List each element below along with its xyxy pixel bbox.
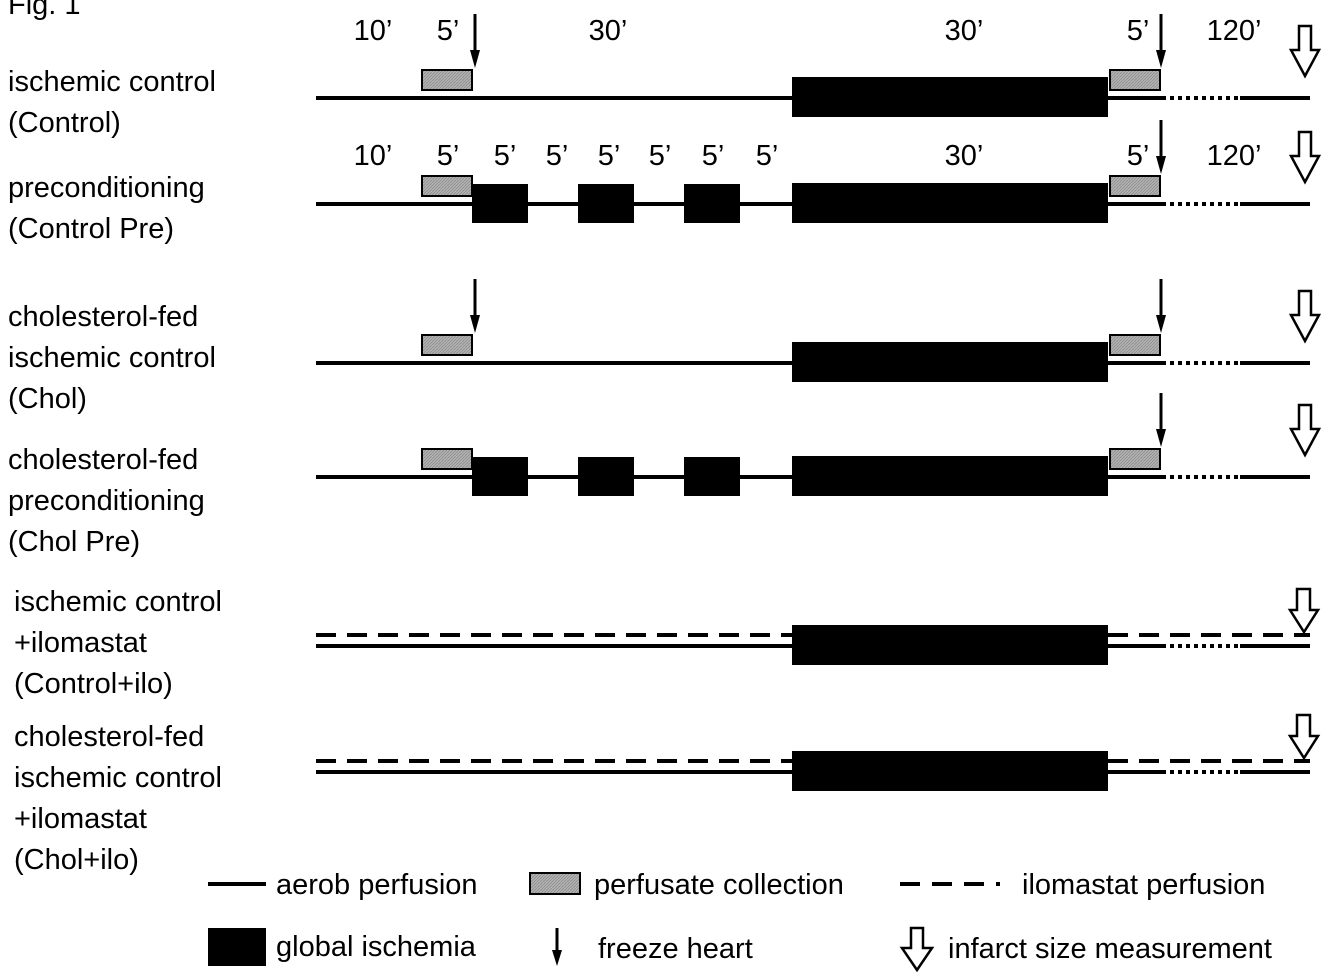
legend-collection-label: perfusate collection xyxy=(594,869,844,901)
global-ischemia-block xyxy=(792,456,1108,496)
row-label-line: preconditioning xyxy=(8,485,205,517)
legend-ischemia-label: global ischemia xyxy=(276,931,477,963)
freeze-heart-arrow-icon xyxy=(470,14,480,68)
timing-label: 5’ xyxy=(756,140,779,172)
timing-label: 10’ xyxy=(354,140,393,172)
timing-label: 5’ xyxy=(598,140,621,172)
row-label-line: ischemic control xyxy=(14,586,222,618)
legend-ischemia-swatch xyxy=(208,928,266,966)
protocol-row-chol-pre: cholesterol-fed preconditioning (Chol Pre) xyxy=(8,393,1322,558)
timing-label: 30’ xyxy=(945,15,984,47)
timing-label: 5’ xyxy=(494,140,517,172)
row-label-line: ischemic control xyxy=(8,342,216,374)
perfusate-collection-box xyxy=(421,334,473,356)
preconditioning-ischemia-block xyxy=(578,457,634,496)
global-ischemia-block xyxy=(792,342,1108,382)
timing-label: 5’ xyxy=(437,15,460,47)
protocol-rows: ischemic control (Control) 10’ 5’ 30’ 30’ 5’ 12… xyxy=(8,14,1322,876)
global-ischemia-block xyxy=(792,625,1108,665)
legend: aerob perfusion perfusate collection ilo… xyxy=(208,869,1272,973)
row-label-line: (Chol) xyxy=(8,383,87,415)
infarct-size-arrow-icon xyxy=(1288,289,1322,344)
perfusate-collection-box xyxy=(1109,334,1161,356)
figure-label: Fig. 1 xyxy=(8,0,81,21)
freeze-heart-arrow-icon xyxy=(1156,393,1166,447)
row-label-line: (Control) xyxy=(8,107,121,139)
freeze-heart-arrow-icon xyxy=(470,279,480,333)
row-label-line: +ilomastat xyxy=(14,627,147,659)
timing-label: 120’ xyxy=(1207,15,1262,47)
timing-label: 5’ xyxy=(1127,140,1150,172)
legend-freeze-label: freeze heart xyxy=(598,933,753,965)
row-label-line: ischemic control xyxy=(14,762,222,794)
legend-ilomastat-label: ilomastat perfusion xyxy=(1022,869,1265,901)
perfusate-collection-box xyxy=(421,175,473,197)
row-label-line: cholesterol-fed xyxy=(8,444,198,476)
infarct-size-arrow-icon xyxy=(1287,713,1321,761)
perfusate-collection-box xyxy=(421,69,473,91)
freeze-heart-arrow-icon xyxy=(1156,120,1166,174)
timing-label: 5’ xyxy=(437,140,460,172)
row-label-line: (Control Pre) xyxy=(8,213,174,245)
global-ischemia-block xyxy=(792,183,1108,223)
timing-label: 5’ xyxy=(1127,15,1150,47)
row-label-line: (Chol Pre) xyxy=(8,526,140,558)
row-label-line: cholesterol-fed xyxy=(8,301,198,333)
legend-collection-swatch xyxy=(529,872,581,895)
legend-aerob-label: aerob perfusion xyxy=(276,869,478,901)
timing-label: 5’ xyxy=(702,140,725,172)
legend-infarct-arrow-icon xyxy=(899,926,935,973)
protocol-row-control-pre: preconditioning (Control Pre) 10’ 5’ 5’ 5’ 5’ 5… xyxy=(8,120,1322,245)
infarct-size-arrow-icon xyxy=(1288,403,1322,458)
preconditioning-ischemia-block xyxy=(578,184,634,223)
infarct-size-arrow-icon xyxy=(1287,587,1321,635)
row-label-line: ischemic control xyxy=(8,66,216,98)
row-label-line: (Chol+ilo) xyxy=(14,844,139,876)
infarct-size-arrow-icon xyxy=(1288,24,1322,79)
protocol-row-control-ilo: ischemic control +ilomastat (Control+ilo) xyxy=(14,586,1321,700)
timing-label: 30’ xyxy=(589,15,628,47)
timing-label: 120’ xyxy=(1207,140,1262,172)
row-label-line: cholesterol-fed xyxy=(14,721,204,753)
timing-label: 10’ xyxy=(354,15,393,47)
freeze-heart-arrow-icon xyxy=(1156,279,1166,333)
row-label-line: +ilomastat xyxy=(14,803,147,835)
perfusate-collection-box xyxy=(1109,448,1161,470)
row-label-line: preconditioning xyxy=(8,172,205,204)
row-label-line: (Control+ilo) xyxy=(14,668,173,700)
protocol-row-chol-ilo: cholesterol-fed ischemic control +ilomasta… xyxy=(14,713,1321,876)
timing-label: 5’ xyxy=(649,140,672,172)
legend-infarct-label: infarct size measurement xyxy=(948,933,1272,965)
freeze-heart-arrow-icon xyxy=(1156,14,1166,68)
timing-label: 30’ xyxy=(945,140,984,172)
global-ischemia-block xyxy=(792,751,1108,791)
legend-freeze-arrow-icon xyxy=(552,928,562,966)
perfusate-collection-box xyxy=(1109,175,1161,197)
timing-label: 5’ xyxy=(546,140,569,172)
preconditioning-ischemia-block xyxy=(472,184,528,223)
preconditioning-ischemia-block xyxy=(684,457,740,496)
infarct-size-arrow-icon xyxy=(1288,130,1322,185)
preconditioning-ischemia-block xyxy=(472,457,528,496)
perfusate-collection-box xyxy=(421,448,473,470)
perfusate-collection-box xyxy=(1109,69,1161,91)
protocol-row-ischemic-control: ischemic control (Control) 10’ 5’ 30’ 30’ 5’ 12… xyxy=(8,14,1322,139)
preconditioning-ischemia-block xyxy=(684,184,740,223)
protocol-row-chol: cholesterol-fed ischemic control (Chol) xyxy=(8,279,1322,415)
global-ischemia-block xyxy=(792,77,1108,117)
